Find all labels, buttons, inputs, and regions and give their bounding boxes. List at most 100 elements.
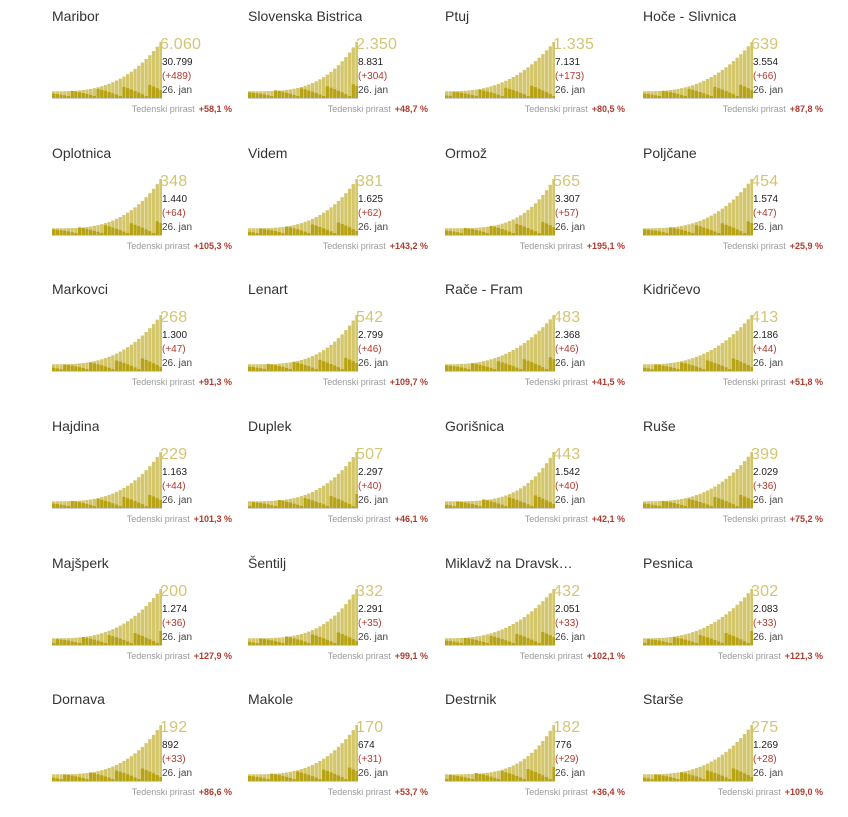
daily-bar — [713, 772, 717, 781]
cumulative-bar — [70, 228, 74, 235]
daily-bar — [100, 499, 104, 508]
cumulative-bar — [111, 493, 115, 508]
cumulative-bar — [347, 599, 352, 645]
cumulative-bar — [691, 769, 695, 781]
daily-bar — [118, 771, 122, 781]
daily-bar — [140, 504, 145, 508]
cumulative-bar — [500, 82, 504, 98]
daily-bar — [470, 779, 475, 781]
cumulative-bar — [111, 82, 115, 98]
daily-bar — [702, 779, 706, 781]
daily-bar — [103, 776, 108, 781]
cumulative-bar — [522, 69, 526, 98]
daily-bar — [100, 641, 104, 645]
municipality-panel: Pesnica 302 2.083 (+33) 26. jan Tedenski prir… — [633, 547, 823, 675]
daily-bar — [448, 641, 452, 645]
daily-bar — [114, 94, 119, 98]
cumulative-bar — [724, 340, 728, 371]
cumulative-bar — [746, 456, 750, 508]
cumulative-bar — [340, 197, 344, 235]
total-cases: 892 — [162, 740, 179, 751]
daily-bar — [691, 365, 695, 371]
daily-bar — [322, 361, 326, 371]
daily-bar — [717, 774, 721, 781]
daily-bar — [325, 229, 329, 235]
daily-bar — [728, 226, 732, 235]
cumulative-bar — [299, 223, 304, 235]
total-cases: 2.051 — [555, 604, 581, 615]
daily-bar — [129, 89, 133, 98]
cumulative-bar — [720, 69, 724, 98]
daily-bar — [74, 776, 78, 781]
weekly-growth: Tedenski prirast +143,2 % — [323, 241, 428, 251]
daily-bar — [92, 639, 96, 645]
daily-bar — [489, 225, 493, 235]
daily-bar — [103, 500, 108, 508]
daily-bar — [496, 94, 501, 98]
cumulative-bar — [159, 452, 162, 508]
daily-bar — [519, 225, 523, 235]
daily-bar — [288, 502, 292, 508]
daily-bar — [720, 89, 724, 98]
cumulative-bar — [133, 615, 137, 645]
cumulative-bar — [122, 623, 126, 645]
daily-increase: (+46) — [555, 344, 579, 355]
daily-bar — [255, 233, 259, 235]
daily-bar — [698, 635, 702, 645]
daily-bar — [650, 94, 654, 98]
cumulative-bar — [122, 760, 126, 781]
cumulative-bar — [148, 193, 152, 235]
municipality-panel: Maribor 6.060 30.799 (+489) 26. jan Tedenski … — [42, 0, 232, 128]
cumulative-bar — [340, 334, 344, 371]
daily-bar — [126, 88, 130, 98]
bar-chart — [248, 589, 358, 646]
weekly-growth-value: +48,7 % — [394, 104, 428, 114]
daily-bar — [77, 227, 82, 235]
cumulative-bar — [702, 353, 706, 371]
total-cases: 1.542 — [555, 467, 581, 478]
daily-bar — [507, 88, 512, 98]
cumulative-bar — [735, 604, 739, 645]
daily-bar — [746, 221, 750, 235]
weekly-growth-label: Tedenski prirast — [722, 241, 786, 251]
daily-bar — [251, 367, 255, 371]
daily-bar — [448, 365, 452, 371]
daily-bar — [739, 771, 743, 781]
cumulative-bar — [750, 179, 753, 235]
daily-bar — [482, 774, 486, 781]
daily-bar — [717, 641, 721, 645]
current-active-value: 268 — [160, 309, 188, 326]
daily-bar — [643, 367, 647, 371]
cumulative-bar — [683, 498, 687, 508]
daily-bar — [303, 641, 307, 645]
cumulative-bar — [530, 337, 534, 371]
daily-bar — [344, 357, 348, 371]
cumulative-bar — [724, 205, 728, 235]
daily-bar — [333, 233, 337, 235]
daily-bar — [735, 229, 739, 235]
daily-bar — [59, 94, 63, 98]
daily-bar — [739, 639, 743, 645]
daily-bar — [724, 367, 728, 371]
weekly-growth-value: +87,8 % — [789, 104, 823, 114]
weekly-growth: Tedenski prirast +105,3 % — [127, 241, 232, 251]
daily-bar — [259, 228, 263, 235]
daily-bar — [459, 643, 464, 645]
daily-bar — [310, 91, 315, 98]
total-cases: 7.131 — [555, 57, 581, 68]
weekly-growth-value: +105,3 % — [193, 241, 232, 251]
cumulative-bar — [344, 466, 348, 508]
date-label: 26. jan — [162, 632, 193, 643]
daily-bar — [533, 363, 538, 371]
cumulative-bar — [746, 729, 750, 781]
cumulative-bar — [541, 195, 545, 235]
daily-bar — [151, 773, 156, 781]
daily-bar — [277, 642, 281, 645]
daily-bar — [537, 233, 541, 235]
cumulative-bar — [672, 362, 676, 371]
daily-bar — [248, 231, 252, 235]
daily-bar — [687, 364, 691, 371]
daily-bar — [111, 503, 115, 508]
cumulative-bar — [541, 54, 545, 98]
daily-bar — [739, 361, 743, 371]
